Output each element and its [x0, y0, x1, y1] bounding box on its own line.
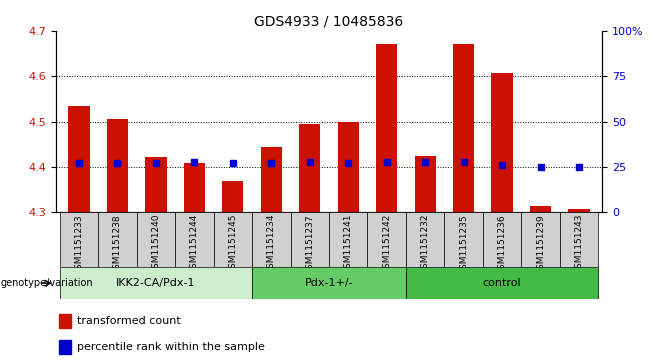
Bar: [184, 163, 205, 212]
FancyBboxPatch shape: [560, 212, 598, 267]
Text: Pdx-1+/-: Pdx-1+/-: [305, 278, 353, 288]
FancyBboxPatch shape: [214, 212, 252, 267]
Bar: [299, 124, 320, 212]
FancyBboxPatch shape: [329, 212, 367, 267]
Bar: [261, 147, 282, 212]
Bar: [338, 122, 359, 212]
Text: GSM1151235: GSM1151235: [459, 214, 468, 275]
FancyBboxPatch shape: [367, 212, 406, 267]
Text: transformed count: transformed count: [77, 316, 181, 326]
Text: GSM1151243: GSM1151243: [574, 214, 584, 274]
FancyBboxPatch shape: [291, 212, 329, 267]
Bar: [68, 106, 89, 212]
FancyBboxPatch shape: [252, 267, 406, 299]
Text: IKK2-CA/Pdx-1: IKK2-CA/Pdx-1: [116, 278, 195, 288]
Text: GSM1151242: GSM1151242: [382, 214, 392, 274]
Text: GSM1151240: GSM1151240: [151, 214, 161, 274]
FancyBboxPatch shape: [521, 212, 560, 267]
Text: control: control: [483, 278, 521, 288]
Bar: [145, 156, 166, 212]
Text: percentile rank within the sample: percentile rank within the sample: [77, 342, 265, 352]
Bar: [107, 119, 128, 212]
FancyBboxPatch shape: [444, 212, 483, 267]
FancyBboxPatch shape: [175, 212, 214, 267]
Bar: [59, 340, 71, 354]
Text: genotype/variation: genotype/variation: [1, 278, 93, 288]
Title: GDS4933 / 10485836: GDS4933 / 10485836: [255, 14, 403, 28]
Text: GSM1151233: GSM1151233: [74, 214, 84, 275]
FancyBboxPatch shape: [60, 267, 252, 299]
Text: GSM1151238: GSM1151238: [113, 214, 122, 275]
Text: GSM1151234: GSM1151234: [266, 214, 276, 274]
Text: GSM1151241: GSM1151241: [343, 214, 353, 274]
Bar: [453, 44, 474, 212]
Bar: [530, 205, 551, 212]
Bar: [376, 44, 397, 212]
Bar: [59, 314, 71, 328]
Text: GSM1151232: GSM1151232: [420, 214, 430, 274]
FancyBboxPatch shape: [60, 212, 98, 267]
FancyBboxPatch shape: [98, 212, 137, 267]
FancyBboxPatch shape: [252, 212, 291, 267]
Text: GSM1151239: GSM1151239: [536, 214, 545, 275]
Text: GSM1151236: GSM1151236: [497, 214, 507, 275]
FancyBboxPatch shape: [137, 212, 175, 267]
FancyBboxPatch shape: [483, 212, 521, 267]
FancyBboxPatch shape: [406, 212, 444, 267]
Bar: [569, 209, 590, 212]
FancyBboxPatch shape: [406, 267, 598, 299]
Text: GSM1151237: GSM1151237: [305, 214, 315, 275]
Text: GSM1151245: GSM1151245: [228, 214, 238, 274]
Text: GSM1151244: GSM1151244: [190, 214, 199, 274]
Bar: [222, 182, 243, 212]
Bar: [415, 156, 436, 212]
Bar: [492, 73, 513, 212]
